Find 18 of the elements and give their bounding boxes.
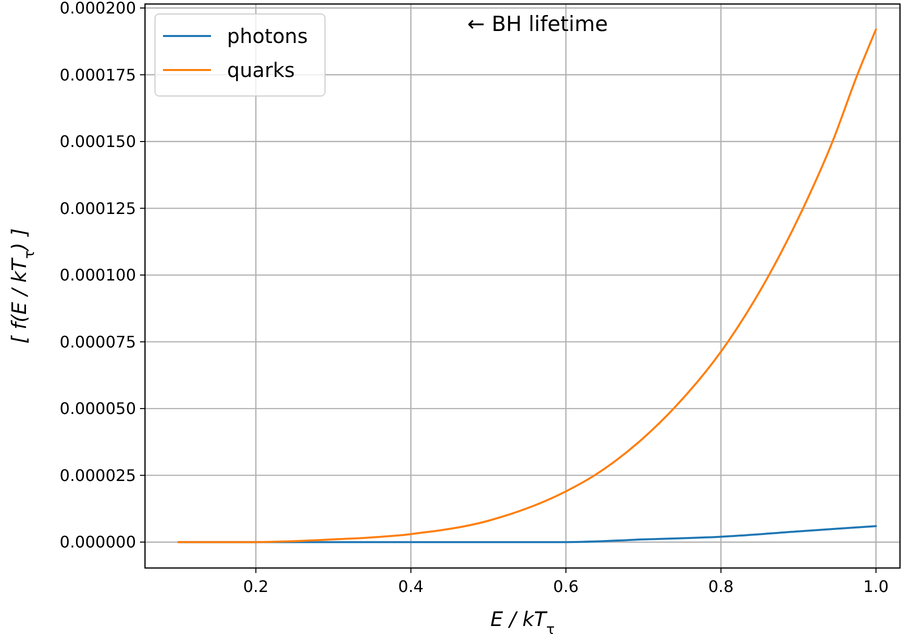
legend-label: photons (227, 24, 308, 48)
y-tick-label: 0.000150 (60, 132, 136, 152)
x-tick-label: 0.2 (243, 577, 269, 596)
x-tick-label: 0.8 (708, 577, 734, 596)
y-tick-label: 0.000100 (60, 266, 136, 285)
x-tick-label: 0.4 (398, 577, 424, 596)
annotation: ← BH lifetime (467, 12, 608, 36)
y-tick-label: 0.000050 (60, 399, 136, 418)
y-tick-label: 0.000000 (60, 532, 136, 552)
legend-label: quarks (227, 58, 295, 82)
x-tick-label: 1.0 (863, 577, 889, 596)
x-tick-label: 0.6 (553, 577, 579, 596)
y-tick-label: 0.000025 (60, 466, 136, 485)
y-tick-label: 0.000075 (60, 332, 136, 352)
y-tick-label: 0.000200 (60, 0, 136, 18)
x-axis-title: E / kT$_{τ}$ (490, 607, 555, 634)
y-tick-label: 0.000125 (60, 198, 136, 218)
y-tick-label: 0.000175 (60, 65, 136, 84)
